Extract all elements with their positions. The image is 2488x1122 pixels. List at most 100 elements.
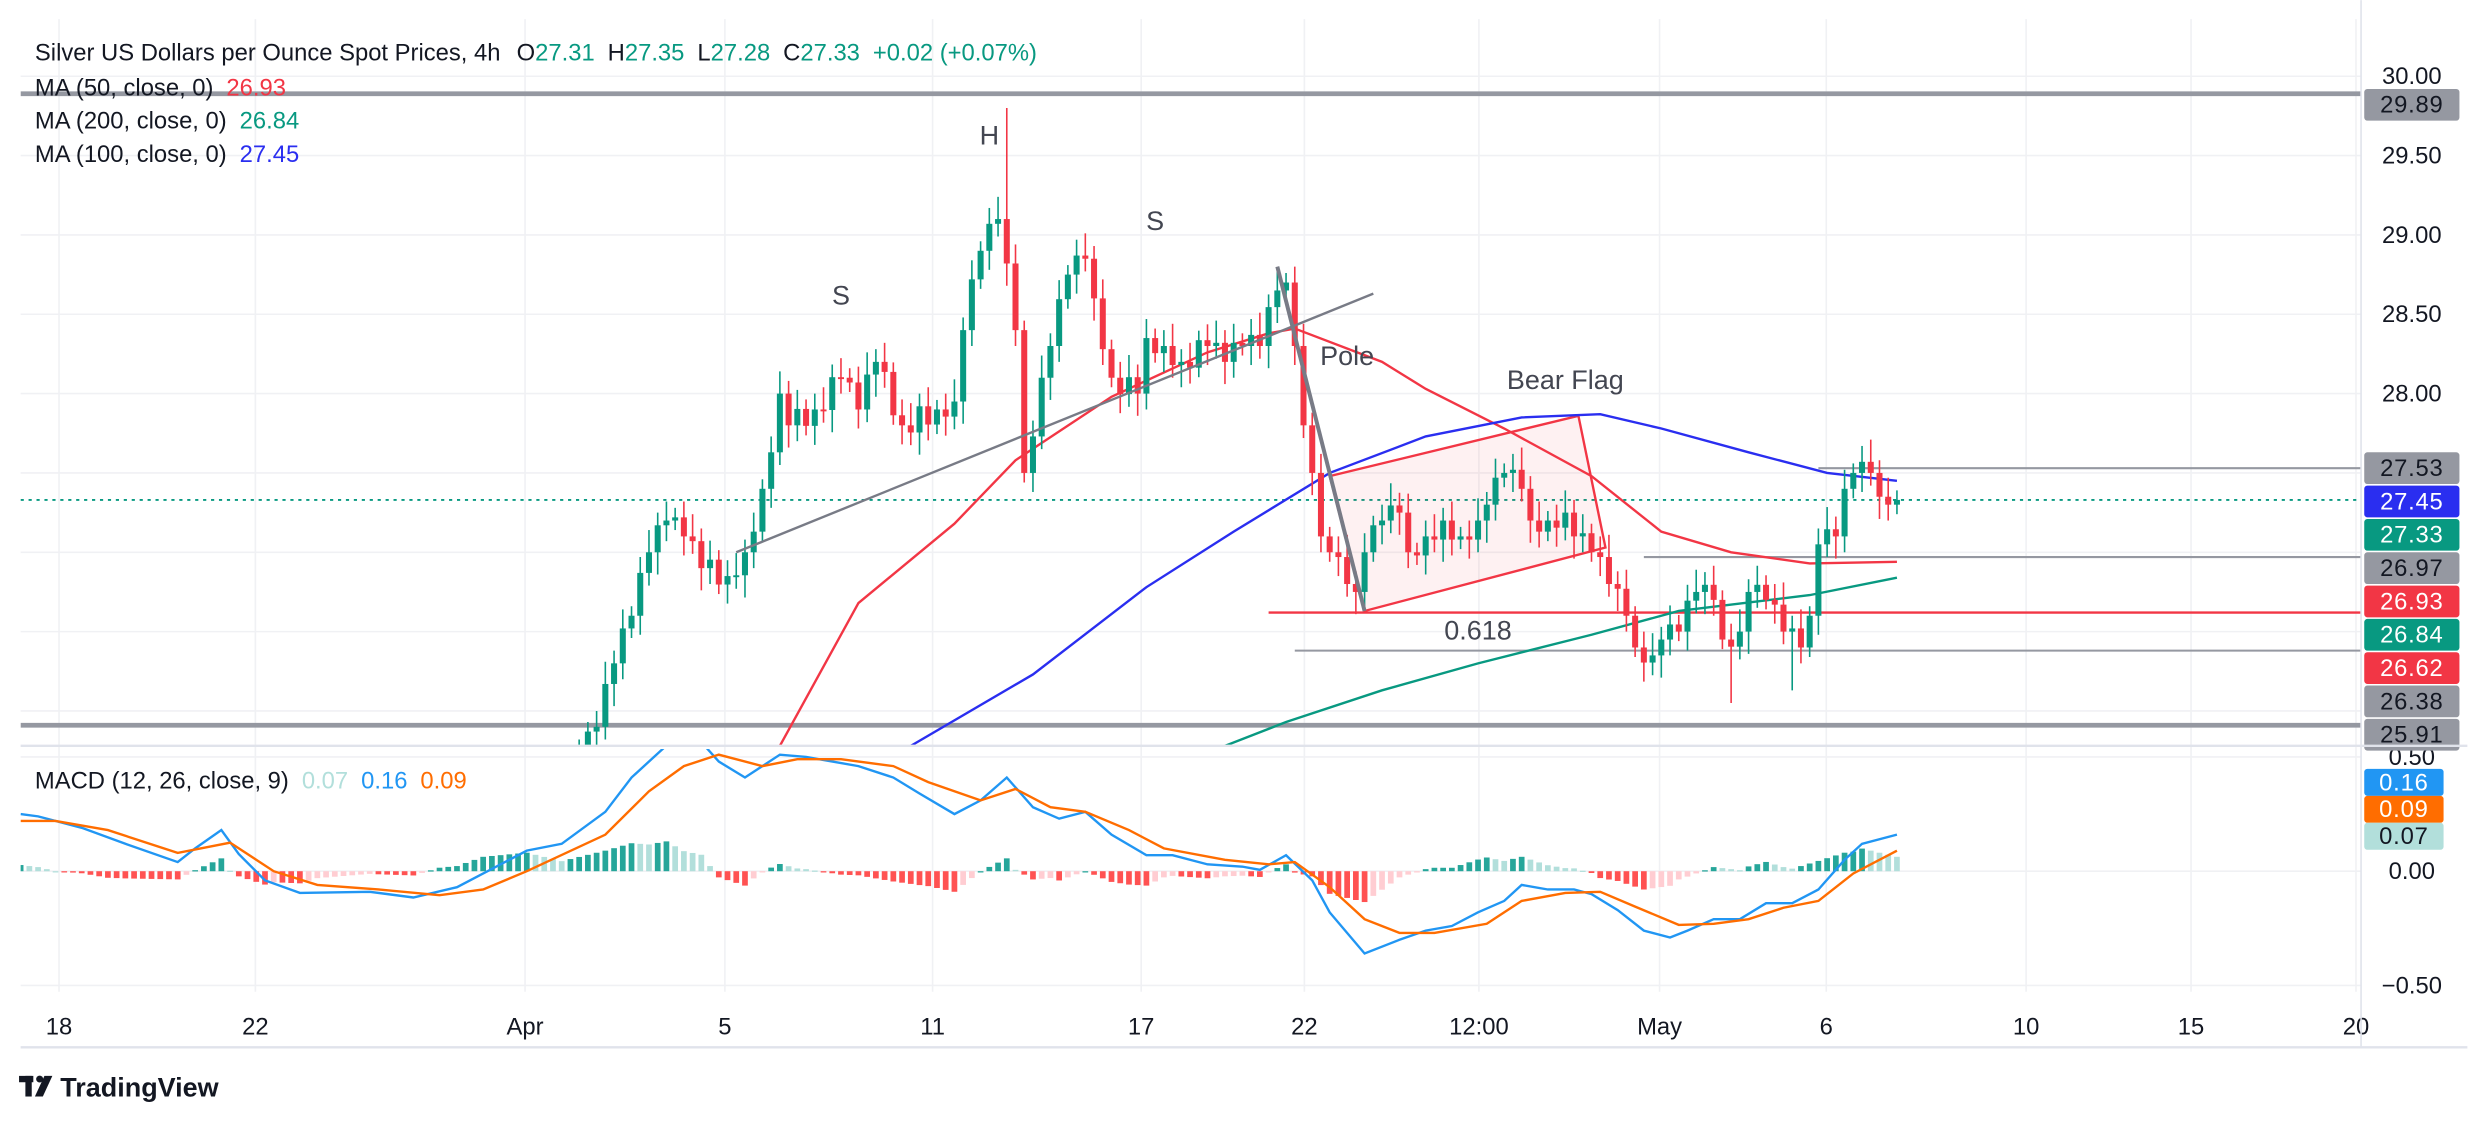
candle[interactable] [1012, 244, 1019, 346]
candle[interactable] [829, 364, 836, 433]
candle[interactable] [986, 207, 993, 270]
candle[interactable] [1387, 483, 1394, 534]
candle[interactable] [698, 528, 705, 591]
candle[interactable] [1763, 575, 1770, 610]
candle[interactable] [1021, 320, 1028, 483]
candle[interactable] [1274, 271, 1281, 323]
candle[interactable] [1056, 280, 1063, 362]
ma100-legend[interactable]: MA (100, close, 0) 27.45 [35, 141, 299, 168]
candle[interactable] [1073, 239, 1080, 294]
candle[interactable] [1160, 330, 1167, 373]
candle[interactable] [1309, 412, 1316, 496]
candle[interactable] [1204, 324, 1211, 366]
candle[interactable] [846, 368, 853, 393]
candle[interactable] [1850, 463, 1857, 499]
candle[interactable] [1422, 520, 1429, 575]
ma200-legend[interactable]: MA (200, close, 0) 26.84 [35, 108, 299, 135]
candle[interactable] [1213, 320, 1220, 359]
candle[interactable] [899, 399, 906, 445]
candle[interactable] [1780, 582, 1787, 645]
candle[interactable] [1824, 507, 1831, 558]
candle[interactable] [811, 393, 818, 445]
candle[interactable] [1841, 469, 1848, 553]
candle[interactable] [715, 550, 722, 595]
candle[interactable] [1475, 498, 1482, 553]
candle[interactable] [1562, 490, 1569, 541]
candle[interactable] [1632, 606, 1639, 657]
candle[interactable] [960, 317, 967, 424]
annotation-h[interactable]: H [980, 120, 999, 150]
annotation-0618[interactable]: 0.618 [1444, 616, 1512, 646]
macd-pane[interactable] [18, 742, 1900, 955]
candle[interactable] [1300, 323, 1307, 439]
candle[interactable] [855, 366, 862, 429]
candle[interactable] [1797, 609, 1804, 664]
candle[interactable] [995, 196, 1002, 237]
candle[interactable] [1370, 515, 1377, 562]
candle[interactable] [1815, 528, 1822, 635]
candle[interactable] [1649, 633, 1656, 676]
candle[interactable] [654, 512, 661, 575]
candle[interactable] [776, 371, 783, 466]
candle[interactable] [1152, 328, 1159, 363]
candle[interactable] [1701, 572, 1708, 615]
candle[interactable] [1457, 526, 1464, 550]
candle[interactable] [1291, 266, 1298, 366]
candle[interactable] [672, 507, 679, 531]
candle[interactable] [707, 540, 714, 585]
candle[interactable] [1885, 477, 1892, 521]
candle[interactable] [1125, 354, 1132, 407]
candle[interactable] [1466, 520, 1473, 559]
candle[interactable] [1195, 330, 1202, 378]
candle[interactable] [916, 393, 923, 455]
candle[interactable] [1431, 514, 1438, 553]
candle[interactable] [837, 358, 844, 394]
candle[interactable] [1448, 501, 1455, 556]
candle[interactable] [680, 501, 687, 556]
candle[interactable] [611, 650, 618, 707]
candle[interactable] [1361, 533, 1368, 608]
candle[interactable] [1553, 504, 1560, 547]
candle[interactable] [1326, 526, 1333, 562]
candle[interactable] [1501, 463, 1508, 488]
candle[interactable] [864, 352, 871, 423]
candle[interactable] [733, 553, 740, 589]
candle[interactable] [1518, 447, 1525, 502]
candle[interactable] [1544, 511, 1551, 542]
candle[interactable] [907, 403, 914, 446]
candle[interactable] [1859, 445, 1866, 492]
candle[interactable] [1169, 323, 1176, 378]
candle[interactable] [619, 609, 626, 680]
candle[interactable] [1379, 504, 1386, 545]
candle[interactable] [933, 399, 940, 435]
candle[interactable] [602, 661, 609, 740]
candle[interactable] [1440, 507, 1447, 562]
annotation-bearflag[interactable]: Bear Flag [1507, 365, 1624, 395]
candle[interactable] [890, 362, 897, 425]
candle[interactable] [1082, 233, 1089, 272]
candle[interactable] [1605, 534, 1612, 597]
candle[interactable] [968, 260, 975, 346]
annotation-pole[interactable]: Pole [1320, 341, 1374, 371]
candle[interactable] [759, 479, 766, 542]
candle[interactable] [1091, 246, 1098, 321]
candle[interactable] [593, 710, 600, 751]
candle[interactable] [645, 530, 652, 586]
candle[interactable] [1265, 294, 1272, 369]
candle[interactable] [1667, 605, 1674, 656]
candle[interactable] [1658, 626, 1665, 678]
candle[interactable] [1579, 514, 1586, 553]
candle[interactable] [1064, 265, 1071, 309]
pole-trendline[interactable] [1275, 266, 1367, 612]
candle[interactable] [820, 387, 827, 423]
candle[interactable] [1597, 536, 1604, 577]
candle[interactable] [1187, 342, 1194, 384]
ma50-legend[interactable]: MA (50, close, 0) 26.93 [35, 74, 286, 101]
candle[interactable] [1536, 501, 1543, 548]
candle[interactable] [1221, 330, 1228, 385]
candle[interactable] [1413, 542, 1420, 565]
candle[interactable] [663, 501, 670, 542]
candle[interactable] [1509, 453, 1516, 492]
candle[interactable] [1108, 339, 1115, 388]
